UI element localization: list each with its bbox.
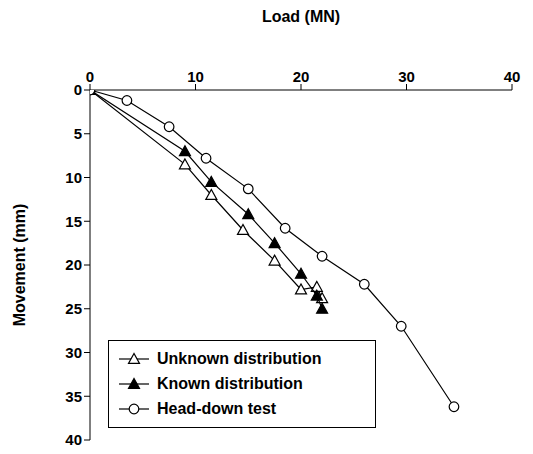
svg-text:40: 40: [504, 68, 521, 85]
svg-text:20: 20: [65, 256, 82, 273]
svg-text:30: 30: [398, 68, 415, 85]
svg-text:30: 30: [65, 344, 82, 361]
svg-text:0: 0: [86, 68, 94, 85]
svg-text:40: 40: [65, 431, 82, 446]
html-text:Movement (mm): Movement (mm): [11, 203, 28, 327]
svg-text:0: 0: [74, 81, 82, 98]
html-text:Load (MN): Load (MN): [261, 8, 341, 25]
svg-text:10: 10: [65, 169, 82, 186]
svg-text:10: 10: [187, 68, 204, 85]
svg-text:20: 20: [293, 68, 310, 85]
svg-text:35: 35: [65, 388, 82, 405]
svg-text:15: 15: [65, 213, 82, 230]
svg-text:25: 25: [65, 300, 82, 317]
svg-text:5: 5: [74, 125, 82, 142]
html-text:Unknown distribution: Unknown distribution: [157, 349, 322, 367]
html-text:Head-down test: Head-down test: [157, 399, 277, 417]
html-text:Known distribution: Known distribution: [157, 374, 303, 392]
